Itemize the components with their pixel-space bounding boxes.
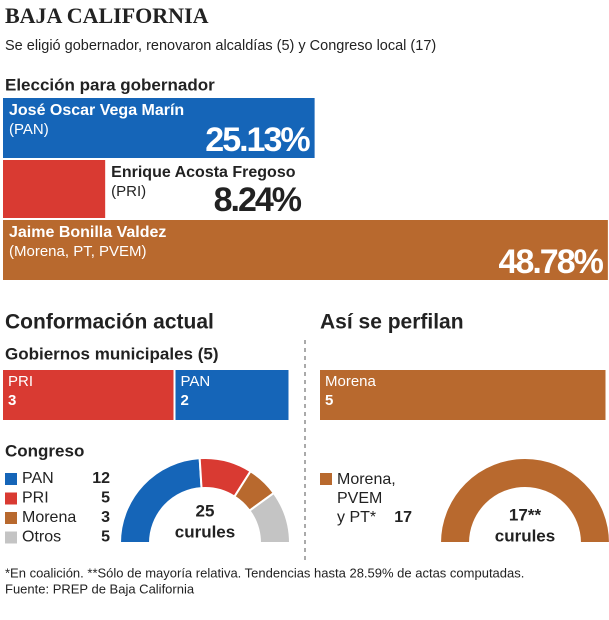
title: BAJA CALIFORNIA (5, 3, 209, 28)
candidate-party: (Morena, PT, PVEM) (9, 243, 147, 260)
seat-count: 2 (181, 392, 189, 409)
legend-swatch (5, 492, 17, 505)
legend-label: Morena, (337, 471, 396, 488)
seat-unit: curules (495, 526, 555, 545)
subtitle: Se eligió gobernador, renovaron alcaldía… (5, 38, 436, 54)
legend-label: Otros (22, 529, 61, 546)
subheading: Congreso (5, 441, 84, 460)
section-heading: Elección para gobernador (5, 75, 215, 94)
note: Fuente: PREP de Baja California (5, 581, 195, 596)
candidate-party: (PRI) (111, 183, 146, 200)
legend-label: PAN (22, 470, 54, 487)
legend-label: Morena (22, 509, 76, 526)
bar (320, 370, 606, 420)
party-name: PAN (181, 373, 211, 390)
legend-value: 17 (394, 509, 412, 526)
legend-swatch (5, 473, 17, 485)
seat-unit: curules (175, 522, 235, 541)
party-name: PRI (8, 373, 33, 390)
legend-label: y PT* (337, 509, 376, 526)
legend-value: 3 (101, 509, 110, 526)
arc-segment (248, 491, 292, 544)
candidate-name: Enrique Acosta Fregoso (111, 164, 296, 181)
seat-total: 17** (509, 505, 542, 524)
legend-swatch (5, 512, 17, 524)
legend-value: 12 (92, 470, 110, 487)
section-heading: Así se perfilan (320, 311, 464, 334)
legend-label: PVEM (337, 490, 382, 507)
bar (3, 160, 106, 218)
bar (3, 98, 315, 158)
section-heading: Conformación actual (5, 311, 214, 334)
legend-label: PRI (22, 490, 49, 507)
bar (175, 370, 289, 420)
bar (3, 370, 174, 420)
seat-total: 25 (196, 501, 215, 520)
seat-count: 5 (325, 392, 333, 409)
subheading: Gobiernos municipales (5) (5, 344, 219, 363)
bar (3, 220, 608, 280)
value-label: 8.24% (214, 181, 302, 219)
seat-count: 3 (8, 392, 16, 409)
value-label: 48.78% (499, 243, 604, 281)
candidate-name: Jaime Bonilla Valdez (9, 224, 166, 241)
candidate-party: (PAN) (9, 121, 49, 138)
candidate-name: José Oscar Vega Marín (9, 102, 184, 119)
arc-segment (438, 457, 609, 544)
note: *En coalición. **Sólo de mayoría relativ… (5, 565, 524, 580)
legend-value: 5 (101, 490, 110, 507)
value-label: 25.13% (205, 121, 310, 159)
legend-value: 5 (101, 529, 110, 546)
legend-swatch (5, 531, 17, 544)
legend-swatch (320, 473, 332, 485)
party-name: Morena (325, 373, 377, 390)
